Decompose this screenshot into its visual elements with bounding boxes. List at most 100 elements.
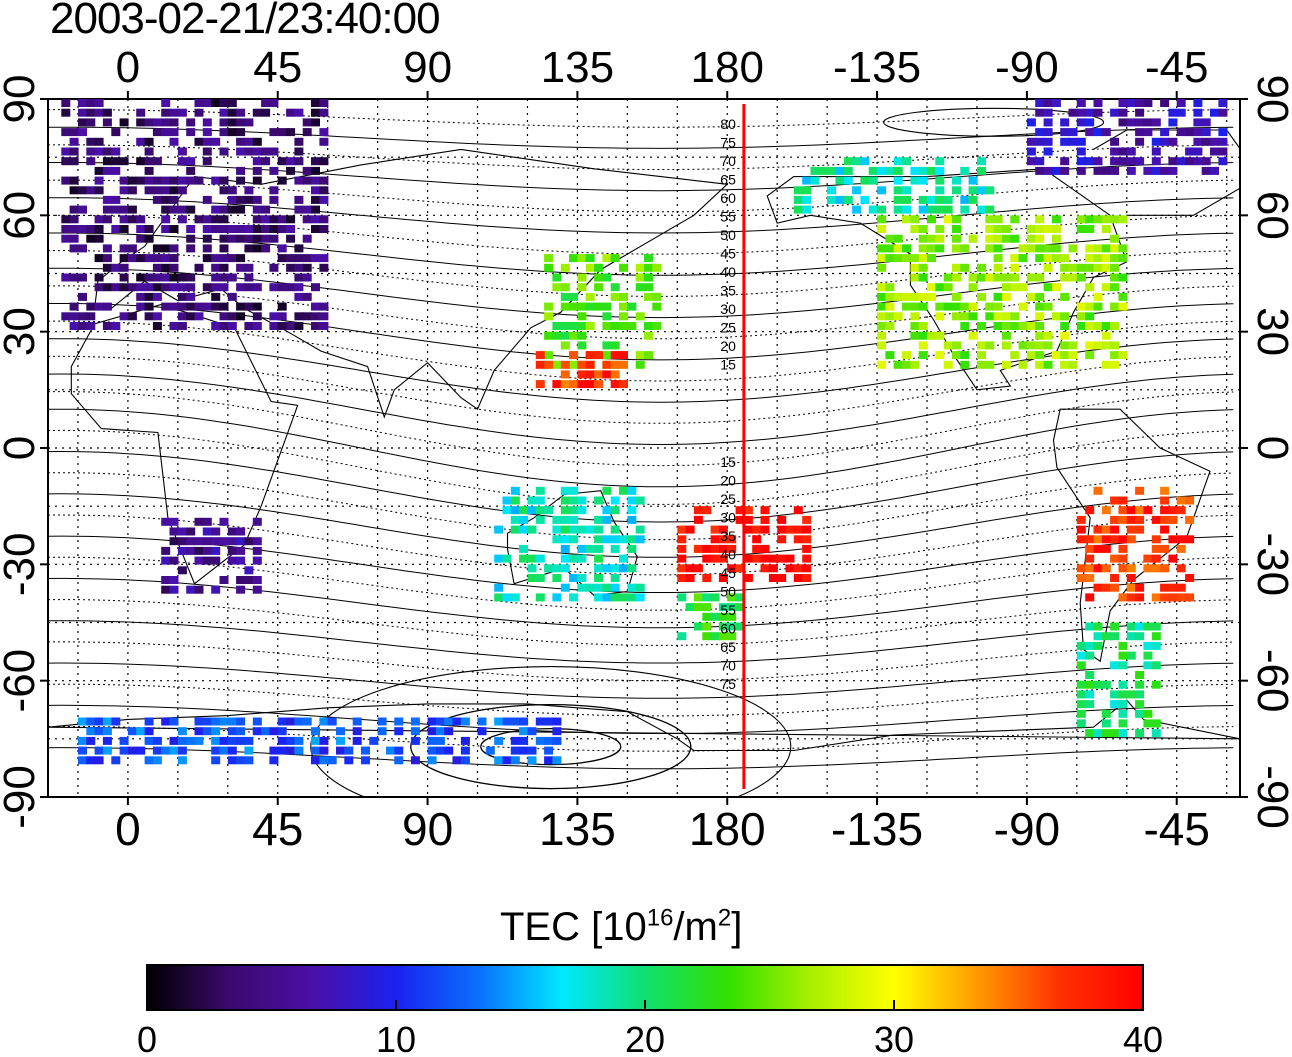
tec-cell (544, 351, 554, 360)
tec-cell (69, 244, 79, 253)
tec-cell (227, 717, 237, 726)
tec-cell (252, 215, 262, 224)
tec-cell (111, 128, 121, 137)
tec-cell (935, 351, 945, 360)
tec-cell (127, 215, 137, 224)
tec-cell (394, 746, 404, 755)
bottom-tick-label: 90 (402, 803, 453, 855)
tec-cell (610, 360, 620, 369)
tec-cell (219, 118, 229, 127)
tec-cell (1085, 312, 1095, 321)
tec-cell (1151, 157, 1161, 166)
tec-cell (119, 312, 129, 321)
tec-cell (1135, 632, 1145, 641)
tec-cell (1126, 147, 1136, 156)
tec-cell (252, 302, 262, 311)
tec-cell (952, 302, 961, 311)
tec-cell (244, 746, 254, 755)
tec-cell (877, 263, 887, 272)
tec-cell (219, 176, 229, 185)
tec-cell (119, 254, 129, 263)
tec-cell (1135, 680, 1145, 689)
tec-cell (136, 108, 146, 117)
contour-label: 55 (720, 209, 736, 225)
tec-cell (1001, 273, 1011, 282)
tec-cell (227, 546, 237, 555)
tec-cell (777, 535, 787, 544)
tec-cell (161, 546, 171, 555)
tec-cell (935, 302, 945, 311)
tec-cell (968, 234, 978, 243)
tec-cell (252, 537, 262, 546)
tec-cell (577, 554, 587, 563)
tec-cell (943, 215, 953, 224)
tec-cell (594, 554, 604, 563)
tec-cell (177, 292, 187, 301)
tec-cell (935, 312, 945, 321)
tec-cell (552, 380, 562, 389)
tec-cell (144, 727, 154, 736)
tec-cell (102, 746, 112, 755)
tec-cell (635, 583, 645, 592)
tec-cell (94, 283, 104, 292)
tec-cell (527, 506, 537, 515)
tec-cell (161, 746, 171, 755)
tec-cell (1076, 515, 1086, 524)
tec-cell (544, 564, 554, 573)
tec-cell (843, 195, 853, 204)
tec-cell (1101, 283, 1111, 292)
tec-cell (169, 746, 179, 755)
tec-cell (627, 535, 637, 544)
tec-cell (1185, 157, 1195, 166)
tec-cell (1143, 506, 1153, 515)
tec-cell (136, 137, 146, 146)
tec-cell (1101, 680, 1111, 689)
tec-cell (1035, 254, 1045, 263)
tec-cell (1101, 360, 1111, 369)
top-tick-label: -90 (995, 43, 1059, 92)
tec-cell (219, 234, 229, 243)
tec-cell (202, 527, 212, 536)
tec-cell (344, 756, 354, 765)
tec-cell (635, 535, 645, 544)
tec-cell (161, 176, 171, 185)
tec-cell (169, 273, 179, 282)
contour-line (48, 408, 1234, 488)
tec-cell (1126, 166, 1136, 175)
tec-cell (78, 186, 87, 195)
tec-cell (227, 556, 237, 565)
tec-cell (1093, 535, 1103, 544)
tec-cell (211, 746, 221, 755)
tec-cell (560, 263, 570, 272)
tec-cell (602, 515, 612, 524)
tec-cell (202, 254, 212, 263)
tec-cell (1110, 574, 1120, 582)
tec-cell (918, 263, 928, 272)
tec-cell (1193, 118, 1203, 127)
bottom-tick-label: 0 (115, 803, 141, 855)
tec-cell (943, 302, 953, 311)
tec-cell (768, 554, 778, 563)
tec-cell (577, 312, 587, 321)
contour-line (48, 493, 1234, 558)
tec-cell (1151, 535, 1161, 544)
tec-cell (186, 292, 196, 301)
tec-cell (602, 593, 612, 602)
tec-cell (619, 322, 628, 330)
tec-cell (269, 99, 279, 107)
tec-cell (186, 302, 196, 311)
tec-cell (94, 302, 104, 311)
tec-cell (977, 322, 986, 330)
tec-cell (94, 273, 104, 282)
tec-cell (1118, 302, 1128, 311)
tec-cell (718, 554, 728, 563)
tec-cell (610, 574, 620, 582)
tec-cell (1085, 254, 1095, 263)
tec-cell (552, 574, 562, 582)
tec-cell (1110, 535, 1120, 544)
tec-cell (527, 554, 537, 563)
tec-cell (261, 234, 271, 243)
tec-cell (1118, 147, 1128, 156)
tec-cell (261, 99, 271, 107)
tec-cell (1168, 166, 1178, 175)
